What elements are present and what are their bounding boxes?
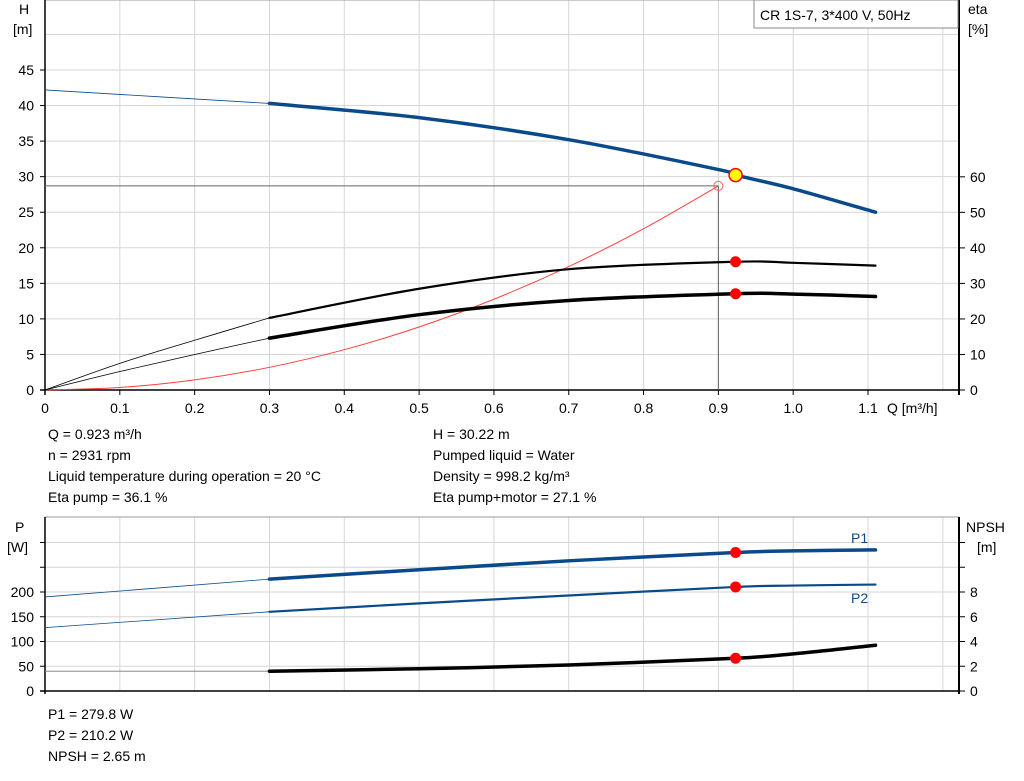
info-flow: Q = 0.923 m³/h (48, 426, 142, 442)
info-top-right: H = 30.22 m Pumped liquid = Water Densit… (433, 424, 596, 508)
p1-curve-extrapolated (44, 578, 270, 598)
npsh-point (730, 652, 742, 664)
head-curve-extrapolated (44, 89, 270, 104)
y-axis-unit-left: [m] (13, 21, 32, 37)
y-tick-label-left: 0 (26, 683, 34, 699)
y-tick-label-left: 5 (26, 346, 34, 362)
eta-pump-motor-point (730, 288, 742, 300)
x-tick-label: 0 (41, 400, 49, 416)
system-point-marker (713, 180, 724, 191)
eta-pump-curve-extrapolated (44, 317, 270, 391)
y-tick-label-left: 0 (26, 382, 34, 398)
info-liquid: Pumped liquid = Water (433, 447, 575, 463)
y-tick-label-right: 8 (970, 584, 978, 600)
p2-curve (268, 583, 877, 613)
info-p2: P2 = 210.2 W (48, 727, 134, 743)
y-tick-label-right: 4 (970, 634, 978, 650)
y-tick-label-right: 20 (970, 311, 986, 327)
chart-title: CR 1S-7, 3*400 V, 50Hz (760, 7, 910, 23)
y-tick-label-right: 50 (970, 204, 986, 220)
y-tick-label-right: 0 (970, 382, 978, 398)
x-tick-label: 1.1 (858, 400, 878, 416)
y-axis-unit-right: [m] (977, 539, 996, 555)
x-tick-label: 0.4 (335, 400, 355, 416)
y-tick-label-left: 35 (18, 133, 34, 149)
x-tick-label: 0.7 (559, 400, 579, 416)
y-tick-label-left: 40 (18, 98, 34, 114)
p2-label: P2 (851, 590, 868, 606)
y-tick-label-right: 2 (970, 658, 978, 674)
y-axis-label-left: H (19, 1, 29, 17)
eta-pump-curve (268, 260, 877, 319)
p2-curve-extrapolated (44, 611, 270, 629)
y-tick-label-left: 150 (11, 609, 35, 625)
x-tick-label: 0.1 (110, 400, 130, 416)
eta-pump-motor-curve-extrapolated (44, 337, 270, 391)
npsh-curve (267, 643, 878, 673)
x-tick-label: 0.9 (709, 400, 729, 416)
p1-curve (267, 548, 878, 581)
eta-pump-point (730, 256, 742, 268)
info-head: H = 30.22 m (433, 426, 510, 442)
x-tick-label: 0.5 (409, 400, 429, 416)
info-bottom: P1 = 279.8 W P2 = 210.2 W NPSH = 2.65 m (48, 704, 146, 767)
y-tick-label-left: 10 (18, 311, 34, 327)
p1-point (730, 546, 742, 558)
y-tick-label-right: 60 (970, 169, 986, 185)
system-curve (44, 185, 719, 391)
eta-pump-motor-curve (267, 291, 878, 340)
head-curve (267, 101, 878, 214)
y-tick-label-right: 30 (970, 275, 986, 291)
info-top-left: Q = 0.923 m³/h n = 2931 rpm Liquid tempe… (48, 424, 321, 508)
y-tick-label-left: 15 (18, 275, 34, 291)
info-temperature: Liquid temperature during operation = 20… (48, 468, 321, 484)
duty-point-marker (728, 167, 743, 183)
info-p1: P1 = 279.8 W (48, 706, 134, 722)
y-tick-label-left: 200 (11, 584, 35, 600)
y-axis-unit-right: [%] (968, 21, 988, 37)
y-tick-label-left: 25 (18, 204, 34, 220)
y-tick-label-right: 0 (970, 683, 978, 699)
x-tick-label: 0.8 (634, 400, 654, 416)
x-axis-label: Q [m³/h] (887, 400, 938, 416)
info-npsh: NPSH = 2.65 m (48, 748, 146, 764)
y-tick-label-right: 40 (970, 240, 986, 256)
legend-box (753, 0, 959, 29)
y-tick-label-right: 10 (970, 346, 986, 362)
info-eta-pump: Eta pump = 36.1 % (48, 489, 168, 505)
y-axis-label-right: NPSH (966, 519, 1005, 535)
y-axis-label-left: P (15, 519, 24, 535)
info-density: Density = 998.2 kg/m³ (433, 468, 570, 484)
y-tick-label-left: 30 (18, 169, 34, 185)
plot-frame-bottom (44, 516, 960, 692)
y-tick-label-right: 6 (970, 609, 978, 625)
x-tick-label: 0.3 (260, 400, 280, 416)
y-axis-unit-left: [W] (7, 539, 28, 555)
x-tick-label: 1.0 (783, 400, 803, 416)
y-axis-label-right: eta (968, 1, 988, 17)
x-tick-label: 0.2 (185, 400, 205, 416)
x-tick-label: 0.6 (484, 400, 504, 416)
y-tick-label-left: 20 (18, 240, 34, 256)
p1-label: P1 (851, 530, 868, 546)
y-tick-label-left: 45 (18, 62, 34, 78)
y-tick-label-left: 50 (18, 658, 34, 674)
p2-point (730, 581, 742, 593)
y-tick-label-left: 100 (11, 634, 35, 650)
info-eta-pump-motor: Eta pump+motor = 27.1 % (433, 489, 597, 505)
info-speed: n = 2931 rpm (48, 447, 131, 463)
